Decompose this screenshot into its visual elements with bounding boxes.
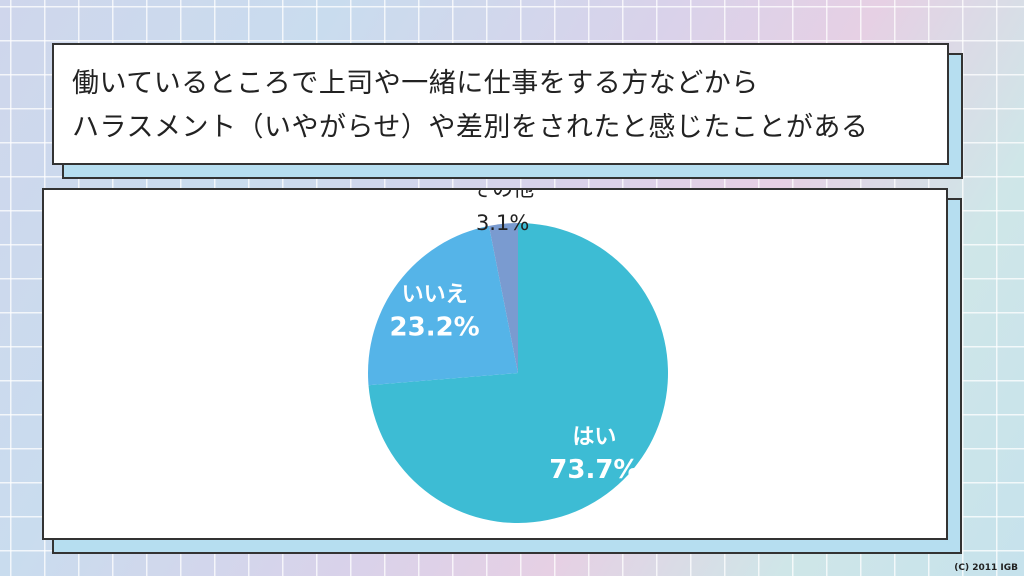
slice-value-1: 23.2% <box>390 313 480 343</box>
slice-label-1: いいえ <box>402 283 468 308</box>
pie-chart: はい 73.7% いいえ 23.2% その他 3.1% <box>368 190 668 523</box>
slice-value-0: 73.7% <box>549 455 639 485</box>
slice-label-0: はい <box>572 425 616 450</box>
pie-slice-2 <box>488 223 518 373</box>
slice-value-2: 3.1% <box>476 211 529 235</box>
title-line-1: 働いているところで上司や一緒に仕事をする方などから <box>72 68 759 99</box>
copyright: (C) 2011 IGB <box>954 563 1018 573</box>
pie-slice-1 <box>368 225 518 386</box>
chart-card: はい 73.7% いいえ 23.2% その他 3.1% <box>42 188 948 540</box>
slice-label-2: その他 <box>471 190 534 201</box>
title-card: 働いているところで上司や一緒に仕事をする方などから ハラスメント（いやがらせ）や… <box>52 43 949 165</box>
title-line-2: ハラスメント（いやがらせ）や差別をされたと感じたことがある <box>72 112 869 143</box>
pie-slice-0 <box>368 223 668 523</box>
